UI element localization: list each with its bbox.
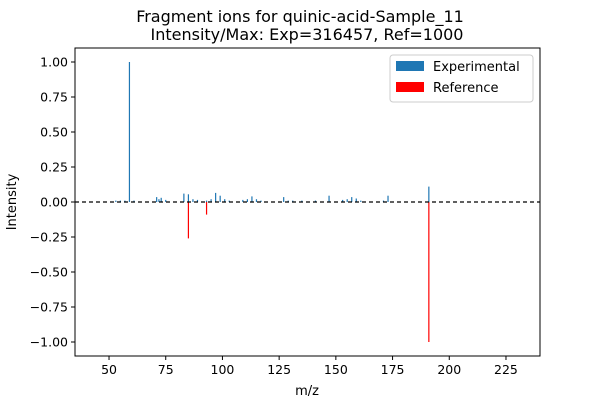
legend-swatch-experimental — [396, 61, 424, 71]
bar-experimental — [124, 200, 126, 202]
y-axis-label: Intensity — [5, 173, 20, 230]
bar-experimental — [242, 199, 244, 202]
x-tick-label: 150 — [324, 362, 348, 377]
y-tick-label: −0.75 — [30, 300, 68, 315]
legend-swatch-reference — [396, 82, 424, 92]
x-axis-label: m/z — [295, 384, 319, 399]
bar-experimental — [215, 192, 217, 202]
bar-experimental — [219, 195, 221, 202]
legend-box — [389, 54, 534, 103]
y-tick-label: 1.00 — [40, 55, 68, 70]
bar-experimental — [283, 197, 285, 202]
bar-experimental — [351, 197, 353, 202]
bars-layer — [115, 62, 430, 342]
bar-experimental — [387, 195, 389, 202]
bar-experimental — [246, 199, 248, 202]
bar-experimental — [183, 193, 185, 202]
chart-title: Fragment ions for quinic-acid-Sample_11 — [136, 7, 464, 27]
bar-experimental — [128, 62, 131, 202]
bar-experimental — [360, 200, 362, 202]
bar-experimental — [187, 194, 190, 202]
bar-experimental — [355, 198, 357, 202]
bar-experimental — [251, 196, 253, 202]
x-tick-label: 100 — [211, 362, 235, 377]
x-tick-label: 225 — [494, 362, 518, 377]
bar-experimental — [228, 200, 230, 202]
bar-experimental — [342, 199, 344, 202]
y-tick-label: −1.00 — [30, 335, 68, 350]
bar-experimental — [119, 200, 121, 202]
x-axis-ticks: 50 75 100 125 150 175 200 225 — [101, 356, 518, 377]
y-tick-label: 0.00 — [40, 195, 68, 210]
bar-experimental — [156, 197, 158, 202]
bar-experimental — [158, 199, 160, 202]
bar-experimental — [205, 200, 208, 202]
x-tick-label: 200 — [437, 362, 461, 377]
y-axis-ticks: 1.00 0.75 0.50 0.25 0.00 −0.25 −0.50 −0.75 −1.00 — [30, 55, 75, 350]
legend-label-experimental: Experimental — [433, 60, 520, 75]
x-tick-label: 125 — [267, 362, 291, 377]
y-tick-label: 0.50 — [40, 125, 68, 140]
bar-experimental — [224, 199, 226, 202]
bar-experimental — [382, 200, 385, 202]
bar-experimental — [346, 199, 348, 202]
bar-experimental — [314, 200, 317, 202]
bar-experimental — [292, 200, 294, 202]
bar-experimental — [328, 195, 330, 202]
chart-subtitle: Intensity/Max: Exp=316457, Ref=1000 — [151, 25, 464, 44]
bar-reference — [428, 202, 430, 342]
y-tick-label: 0.75 — [40, 90, 68, 105]
x-tick-label: 50 — [101, 362, 117, 377]
y-tick-label: −0.25 — [30, 230, 68, 245]
legend: Experimental Reference — [389, 54, 534, 103]
x-tick-label: 75 — [158, 362, 174, 377]
bar-experimental — [255, 199, 258, 202]
bar-experimental — [287, 200, 289, 202]
bar-reference — [187, 202, 190, 239]
bar-experimental — [115, 200, 117, 202]
bar-experimental — [196, 199, 199, 202]
bar-experimental — [160, 197, 162, 202]
x-tick-label: 175 — [381, 362, 405, 377]
bar-experimental — [133, 200, 135, 202]
y-tick-label: 0.25 — [40, 160, 68, 175]
bar-experimental — [301, 200, 303, 202]
bar-experimental — [165, 199, 167, 202]
bar-experimental — [192, 199, 194, 202]
legend-label-reference: Reference — [433, 81, 498, 96]
y-tick-label: −0.50 — [30, 265, 68, 280]
bar-experimental — [428, 186, 430, 202]
bar-experimental — [260, 200, 262, 202]
bar-reference — [205, 202, 208, 215]
bar-experimental — [210, 199, 212, 202]
